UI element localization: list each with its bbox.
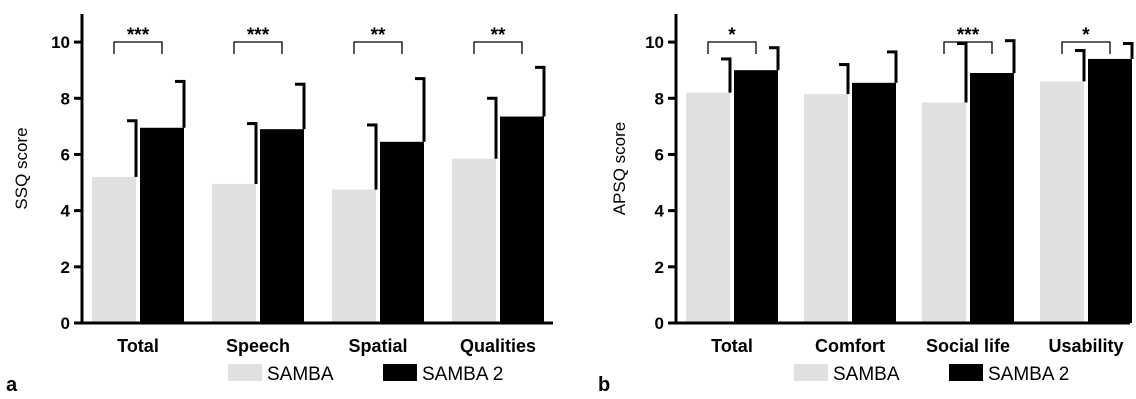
significance-label: *	[728, 25, 736, 46]
significance-bracket	[943, 41, 993, 54]
significance-bracket	[353, 41, 403, 54]
significance-label: *	[1082, 25, 1090, 46]
y-tick-label: 0	[61, 314, 70, 333]
x-tick-label: Usability	[1048, 336, 1123, 356]
y-tick-label: 2	[655, 258, 664, 277]
y-tick-label: 4	[655, 202, 665, 221]
bar-samba-1	[212, 183, 256, 323]
x-tick-label: Qualities	[460, 336, 536, 356]
y-tick-label: 8	[655, 89, 664, 108]
y-tick-label: 6	[655, 145, 664, 164]
chart-panel-b: * Total Comfort *** Social life * Usability 0 2 4…	[598, 14, 1134, 396]
bar-samba2-3	[500, 116, 544, 323]
significance-label: ***	[127, 25, 150, 46]
y-tick-label: 0	[655, 314, 664, 333]
bar-samba2-0	[140, 127, 184, 323]
x-tick-label: Total	[711, 336, 753, 356]
bar-samba-2	[922, 102, 966, 324]
significance-label: **	[371, 25, 386, 46]
significance-bracket	[473, 41, 523, 54]
y-axis-title: SSQ score	[12, 127, 31, 209]
significance-bracket	[113, 41, 163, 54]
y-axis-title: APSQ score	[610, 122, 629, 216]
legend-swatch-samba2	[949, 364, 983, 381]
y-tick-label: 2	[61, 258, 70, 277]
bar-samba2-1	[260, 129, 304, 323]
bar-samba-1	[804, 94, 848, 324]
x-tick-label: Speech	[226, 336, 290, 356]
significance-bracket	[707, 41, 757, 54]
legend-swatch-samba	[228, 364, 262, 381]
x-tick-label: Comfort	[815, 336, 885, 356]
legend-label-samba2: SAMBA 2	[988, 364, 1069, 385]
bar-samba-3	[1040, 81, 1084, 323]
panel-label: b	[598, 374, 610, 396]
significance-bracket	[1061, 41, 1111, 54]
bar-samba-0	[92, 176, 136, 323]
x-tick-label: Social life	[926, 336, 1010, 356]
bar-samba-3	[452, 158, 496, 323]
bar-samba2-2	[380, 141, 424, 323]
chart-panel-a: *** Total *** Speech ** Spatial ** Qualities 0 2 4…	[6, 14, 553, 396]
bar-samba-0	[686, 92, 730, 324]
y-tick-label: 10	[51, 33, 70, 52]
legend-label-samba: SAMBA	[833, 364, 900, 385]
significance-bracket	[233, 41, 283, 54]
significance-label: ***	[247, 25, 270, 46]
x-tick-label: Spatial	[348, 336, 407, 356]
bar-samba-2	[332, 189, 376, 323]
bar-samba2-3	[1088, 58, 1132, 323]
bar-samba2-1	[852, 82, 896, 323]
bar-samba2-2	[970, 72, 1014, 323]
y-tick-label: 6	[61, 145, 70, 164]
panel-label: a	[6, 374, 18, 396]
legend-label-samba2: SAMBA 2	[422, 364, 503, 385]
legend-swatch-samba2	[383, 364, 417, 381]
significance-label: **	[491, 25, 506, 46]
bar-samba2-0	[734, 70, 778, 323]
y-tick-label: 8	[61, 89, 70, 108]
y-tick-label: 4	[61, 202, 71, 221]
x-tick-label: Total	[117, 336, 159, 356]
legend-swatch-samba	[794, 364, 828, 381]
y-tick-label: 10	[645, 33, 664, 52]
significance-label: ***	[957, 25, 980, 46]
legend-label-samba: SAMBA	[267, 364, 334, 385]
